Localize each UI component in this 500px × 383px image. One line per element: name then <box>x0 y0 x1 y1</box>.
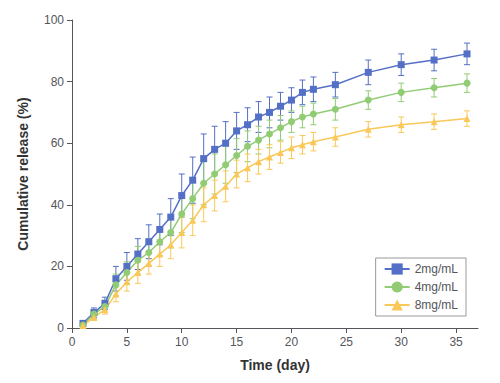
svg-text:0: 0 <box>69 335 76 349</box>
svg-text:40: 40 <box>51 198 65 212</box>
svg-text:80: 80 <box>51 75 65 89</box>
svg-text:8mg/mL: 8mg/mL <box>415 298 459 312</box>
svg-text:25: 25 <box>340 335 354 349</box>
svg-text:5: 5 <box>124 335 131 349</box>
svg-text:4mg/mL: 4mg/mL <box>415 280 459 294</box>
svg-text:20: 20 <box>51 259 65 273</box>
svg-text:Cumulative release (%): Cumulative release (%) <box>15 97 31 250</box>
svg-text:10: 10 <box>175 335 189 349</box>
svg-text:35: 35 <box>449 335 463 349</box>
svg-text:2mg/mL: 2mg/mL <box>415 262 459 276</box>
svg-text:100: 100 <box>44 13 64 27</box>
svg-text:15: 15 <box>230 335 244 349</box>
svg-text:60: 60 <box>51 136 65 150</box>
svg-text:Time (day): Time (day) <box>240 357 310 373</box>
svg-text:20: 20 <box>285 335 299 349</box>
svg-text:30: 30 <box>395 335 409 349</box>
svg-text:0: 0 <box>57 321 64 335</box>
